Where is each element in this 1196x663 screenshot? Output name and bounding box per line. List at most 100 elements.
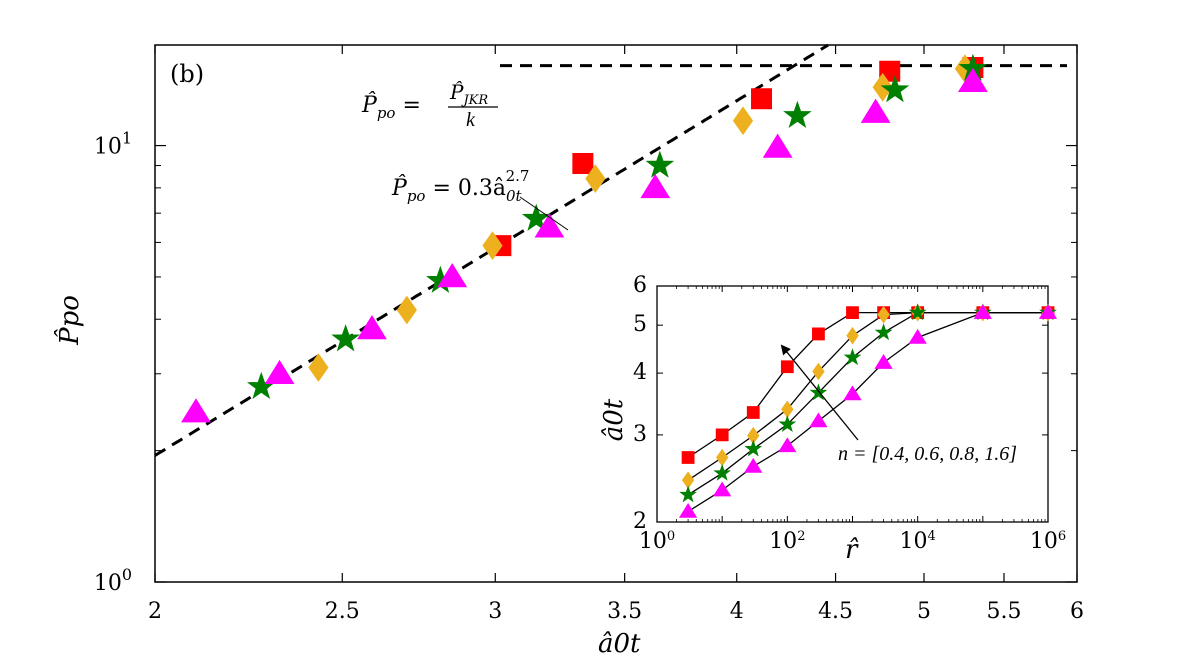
inset-y-tick-label: 4 — [633, 360, 647, 385]
inset-point-diamond — [812, 362, 825, 381]
inset-point-square — [746, 406, 760, 419]
main-point-triangle — [957, 67, 988, 93]
main-x-tick-label: 3 — [488, 599, 502, 624]
fit-annotation: P̂po = 0.3â0t 2.7 — [391, 167, 569, 231]
main-x-tick-label: 6 — [1070, 599, 1084, 624]
main-point-triangle — [264, 359, 295, 385]
inset-point-square — [812, 327, 825, 341]
main-point-triangle — [762, 133, 793, 158]
inset-y-tick-label: 6 — [633, 273, 647, 298]
inset-point-star — [679, 485, 697, 503]
main-point-star — [331, 324, 360, 352]
panel-label: (b) — [170, 60, 204, 88]
inset-point-diamond — [877, 305, 890, 324]
main-point-diamond — [308, 353, 329, 382]
fit-leader-line — [519, 196, 569, 231]
inset-point-square — [715, 428, 729, 442]
inset-point-triangle — [778, 437, 797, 453]
main-y-tick-label: 101 — [94, 129, 132, 160]
inset-point-star — [778, 415, 797, 432]
inset-line-star — [687, 311, 1048, 496]
main-point-triangle — [437, 262, 468, 288]
inset-point-star — [744, 439, 763, 457]
main-point-triangle — [181, 398, 211, 423]
inset-point-triangle — [678, 502, 698, 518]
inset-point-star — [874, 323, 893, 341]
fit-lhs: P̂ — [391, 175, 408, 201]
main-point-square — [751, 88, 773, 110]
inset-point-star — [713, 463, 732, 481]
main-x-tick-label: 3.5 — [607, 599, 642, 624]
inset-point-square — [780, 360, 794, 374]
main-xlabel-text: â0t — [598, 629, 641, 659]
jkr-lhs: P̂ — [361, 92, 378, 118]
main-data-points — [181, 53, 988, 423]
fit-lhs-sub: po — [407, 187, 426, 205]
inset-point-square — [846, 306, 859, 320]
main-x-tick-label: 4.5 — [818, 599, 853, 624]
jkr-num: P̂ — [449, 80, 464, 104]
inset-plot: 100 102 104 106 2 3 4 5 6 n = [0.4, 0.6, 0.8, 1.… — [599, 273, 1066, 565]
main-point-diamond — [872, 72, 893, 102]
fit-rhs: = 0.3â — [425, 176, 506, 201]
inset-x-tick-label: 106 — [1030, 529, 1066, 554]
inset-point-triangle — [713, 481, 732, 497]
inset-line-triangle — [687, 311, 1048, 513]
main-point-triangle — [640, 173, 671, 199]
main-point-star — [645, 150, 675, 178]
inset-x-tick-label: 104 — [900, 529, 936, 554]
inset-axes-frame — [656, 285, 1049, 523]
inset-point-triangle — [1038, 304, 1058, 319]
inset-ticks: 100 102 104 106 2 3 4 5 6 — [633, 273, 1066, 554]
inset-series-lines — [687, 311, 1048, 513]
main-reference-lines — [154, 43, 1067, 457]
svg-text:P̂JKR: P̂JKR — [449, 80, 488, 108]
svg-text:P̂po =: P̂po = — [361, 92, 421, 122]
fit-line — [154, 43, 829, 457]
main-point-triangle — [357, 315, 387, 340]
main-point-diamond — [396, 295, 417, 325]
main-y-tick-label: 100 — [94, 565, 132, 596]
inset-point-star — [843, 348, 862, 366]
main-point-diamond — [585, 164, 606, 193]
inset-y-tick-label: 3 — [633, 422, 647, 447]
main-point-star — [880, 75, 910, 103]
inset-point-triangle — [973, 304, 992, 319]
inset-point-triangle — [908, 328, 927, 344]
main-point-diamond — [482, 231, 503, 260]
inset-xlabel: r̂ — [845, 535, 859, 565]
main-ylabel: P̂po — [54, 295, 85, 346]
inset-point-triangle — [874, 354, 893, 369]
inset-arrow-label: n = [0.4, 0.6, 0.8, 1.6] — [838, 443, 1017, 465]
inset-x-tick-label: 100 — [639, 529, 675, 554]
jkr-eq: = — [395, 93, 420, 118]
main-point-triangle — [860, 98, 891, 123]
svg-text:P̂po = 0.3â0t2.7: P̂po = 0.3â0t 2.7 — [391, 167, 529, 205]
inset-y-tick-label: 2 — [633, 509, 647, 534]
main-x-tick-label: 4 — [730, 599, 744, 624]
main-xlabel: â0t — [598, 629, 641, 659]
inset-point-square — [681, 451, 695, 464]
main-ticks: 2 2.5 3 3.5 4 4.5 5 5.5 6 100 101 — [94, 45, 1084, 624]
jkr-den: k — [466, 109, 476, 131]
jkr-annotation: P̂po = P̂JKR k — [361, 80, 498, 131]
inset-point-diamond — [846, 326, 859, 345]
inset-x-tick-label: 102 — [769, 529, 805, 554]
main-x-tick-label: 2 — [148, 599, 162, 624]
main-x-tick-label: 2.5 — [325, 599, 360, 624]
main-x-tick-label: 5 — [917, 599, 931, 624]
inset-point-triangle — [744, 457, 763, 473]
inset-arrow — [780, 344, 859, 441]
inset-y-tick-label: 5 — [633, 312, 647, 337]
main-point-triangle — [534, 213, 565, 238]
fit-rhs-sup: 2.7 — [506, 167, 530, 185]
jkr-lhs-sub: po — [377, 104, 396, 122]
jkr-num-sub: JKR — [460, 93, 488, 108]
inset-point-triangle — [809, 412, 828, 428]
main-point-square — [572, 152, 594, 174]
main-ylabel-text: P̂po — [54, 295, 85, 346]
fit-rhs-sub: 0t — [506, 187, 523, 205]
inset-ylabel: â0t — [599, 398, 629, 441]
inset-point-triangle — [843, 385, 862, 401]
